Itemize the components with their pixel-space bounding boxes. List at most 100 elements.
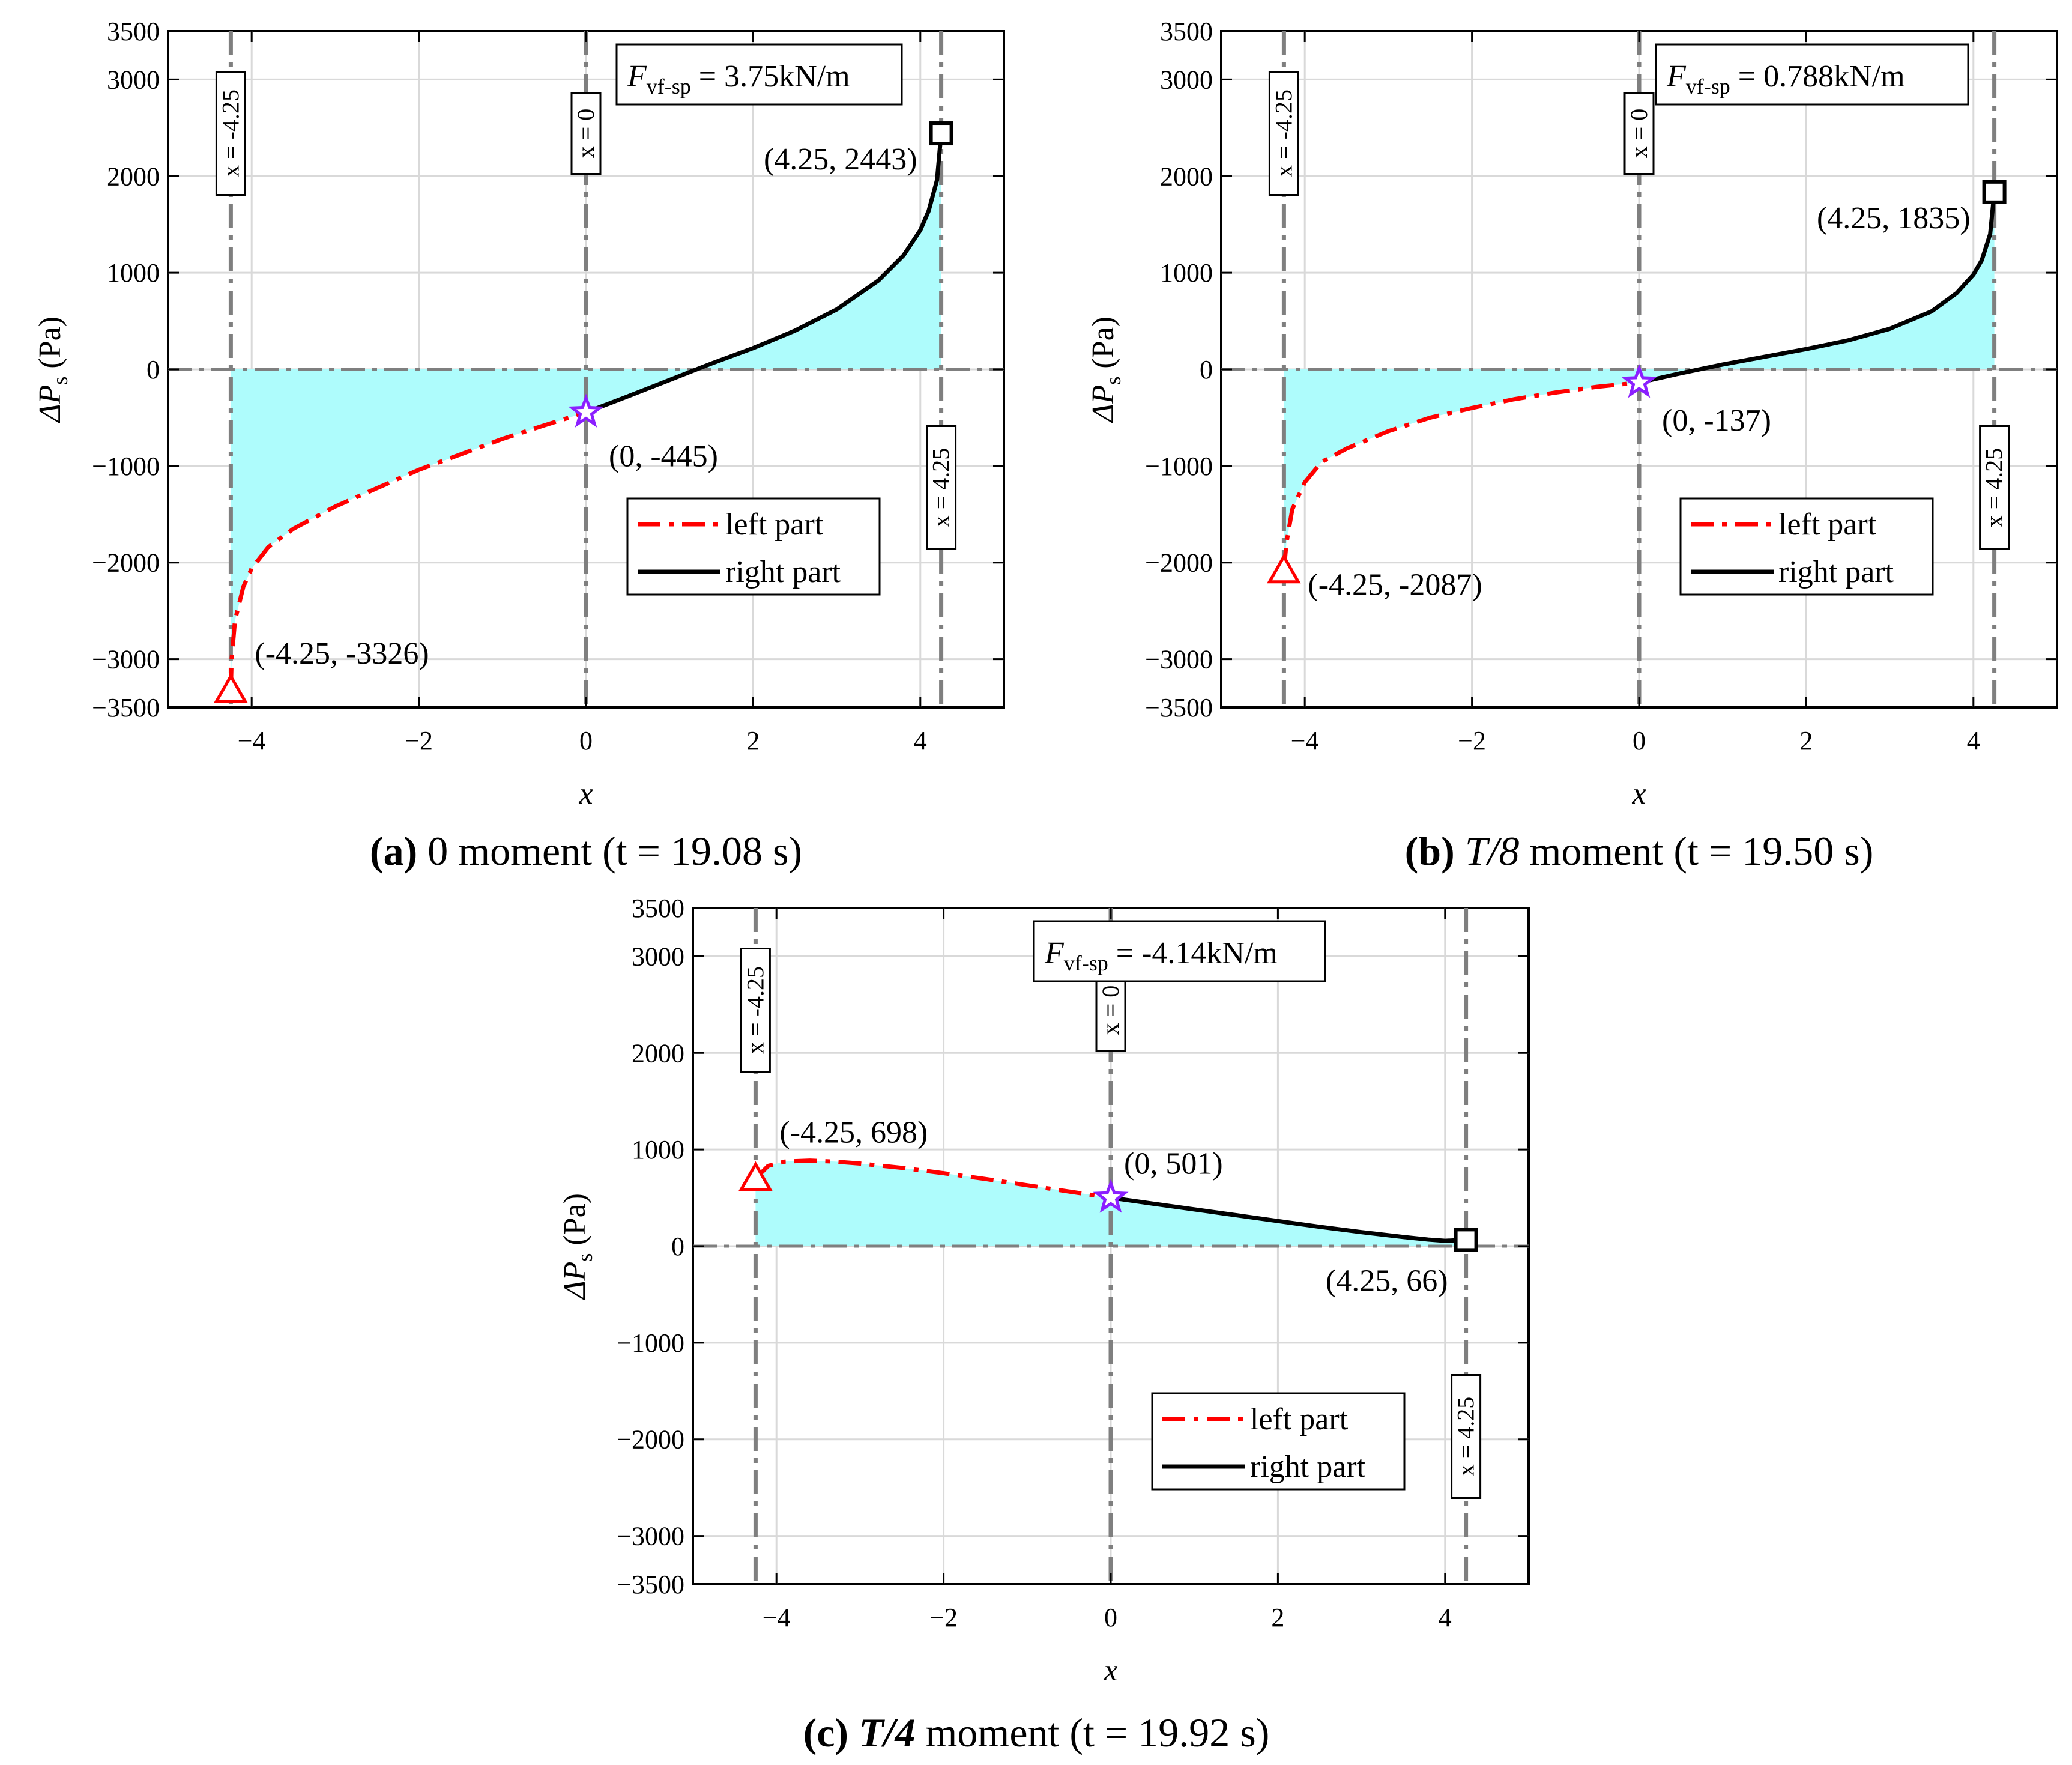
y-tick-label: −3500	[617, 1570, 684, 1599]
y-tick-label: −1000	[1145, 452, 1213, 481]
force-annotation: Fvf-sp = -4.14kN/m	[1033, 920, 1326, 982]
svg-text:Fvf-sp = 0.788kN/m: Fvf-sp = 0.788kN/m	[1666, 59, 1905, 98]
left-part-line	[228, 410, 587, 691]
y-tick-label: 1000	[107, 258, 160, 288]
y-axis-label: ΔPs (Pa)	[558, 1193, 597, 1300]
point-label: (0, -445)	[609, 440, 718, 474]
vline-label-box	[1623, 92, 1655, 175]
legend-left-label: left part	[1778, 507, 1877, 542]
force-box	[615, 43, 903, 106]
svg-text:Fvf-sp = 3.75kN/m: Fvf-sp = 3.75kN/m	[627, 59, 850, 98]
x-tick-label: −2	[1458, 726, 1486, 755]
force-annotation: Fvf-sp = 0.788kN/m	[1655, 43, 1969, 106]
x-tick-label: 0	[1633, 726, 1646, 755]
star-marker	[568, 393, 604, 428]
legend-box	[1151, 1392, 1406, 1491]
point-label: (4.25, 66)	[1326, 1264, 1448, 1298]
y-tick-label: 3000	[107, 65, 160, 94]
left-part-line	[754, 1158, 1111, 1200]
force-box	[1033, 920, 1326, 982]
x-axis-label: x	[1103, 1653, 1117, 1688]
x-tick-label: 2	[746, 726, 760, 755]
legend-right-label: right part	[1250, 1450, 1366, 1484]
x-tick-label: 2	[1799, 726, 1813, 755]
y-axis-label: ΔPs (Pa)	[1086, 316, 1125, 423]
x-tick-label: 0	[579, 726, 593, 755]
y-tick-label: 3500	[107, 17, 160, 46]
y-tick-label: −2000	[1145, 548, 1213, 578]
y-tick-label: −3000	[1145, 645, 1213, 674]
caption-a: (a) 0 moment (t = 19.08 s)	[370, 828, 802, 874]
legend: left part right part	[626, 497, 881, 596]
legend-left-label: left part	[1250, 1402, 1349, 1437]
square-marker	[929, 121, 953, 146]
x-tick-label: −2	[405, 726, 433, 755]
y-tick-label: −2000	[92, 548, 160, 578]
panel-a: x = -4.25 x = 0 x = 4.25 −4 −2 0 2 4 −3500 −3000…	[33, 17, 1005, 811]
point-label: (0, -137)	[1662, 404, 1771, 438]
caption-b: (b) T/8 moment (t = 19.50 s)	[1405, 828, 1874, 874]
right-part-line	[1639, 192, 1997, 385]
y-tick-label: −3500	[92, 693, 160, 722]
point-label: (4.25, 2443)	[764, 142, 917, 177]
y-tick-label: −1000	[617, 1328, 684, 1358]
legend-right-label: right part	[725, 555, 841, 589]
legend-box	[1679, 497, 1934, 596]
x-tick-label: 4	[1967, 726, 1980, 755]
vline-label-box	[926, 425, 957, 550]
x-axis-label: x	[1631, 777, 1646, 811]
vline-label: x = 4.25	[928, 448, 955, 528]
vline-label-box	[1268, 71, 1299, 196]
vline-label: x = -4.25	[217, 89, 244, 177]
y-tick-label: 1000	[1160, 258, 1213, 288]
y-tick-label: 3500	[1160, 17, 1213, 46]
y-tick-label: 0	[1200, 355, 1213, 384]
star-marker	[1621, 363, 1657, 398]
y-tick-label: 2000	[1160, 162, 1213, 191]
x-axis-label: x	[578, 777, 593, 811]
y-axis-label: ΔPs (Pa)	[33, 316, 72, 423]
left-part-line	[1281, 380, 1640, 572]
point-label: (0, 501)	[1124, 1146, 1223, 1181]
right-part-line	[1110, 1195, 1466, 1243]
y-tick-label: 0	[671, 1232, 684, 1261]
square-marker	[1982, 180, 2007, 204]
vline-label: x = 0	[1625, 109, 1652, 159]
force-annotation: Fvf-sp = 3.75kN/m	[615, 43, 903, 106]
right-part-line	[585, 133, 944, 414]
y-tick-label: −1000	[92, 452, 160, 481]
square-marker	[1454, 1228, 1478, 1252]
svg-text:Fvf-sp = -4.14kN/m: Fvf-sp = -4.14kN/m	[1044, 936, 1278, 975]
triangle-marker	[738, 1161, 773, 1191]
point-label: (4.25, 1835)	[1817, 201, 1971, 235]
x-tick-label: 4	[1439, 1603, 1452, 1632]
y-tick-label: 3000	[632, 942, 684, 971]
y-tick-label: 2000	[107, 162, 160, 191]
vline-label-box	[740, 948, 771, 1073]
x-tick-label: 2	[1271, 1603, 1284, 1632]
x-tick-label: 4	[914, 726, 927, 755]
point-label: (-4.25, -2087)	[1308, 568, 1482, 602]
x-tick-label: 0	[1104, 1603, 1117, 1632]
vline-label: x = 4.25	[1452, 1397, 1479, 1477]
legend: left part right part	[1679, 497, 1934, 596]
vline-label: x = 4.25	[1981, 448, 2008, 528]
panel-c: x = -4.25 x = 0 x = 4.25 −4 −2 0 2 4 −3500 −3000…	[558, 894, 1530, 1688]
y-tick-label: −2000	[617, 1425, 684, 1455]
y-tick-label: −3000	[92, 645, 160, 674]
x-tick-label: −4	[763, 1603, 791, 1632]
point-label: (-4.25, 698)	[779, 1116, 928, 1150]
vline-label: x = -4.25	[742, 966, 769, 1054]
y-tick-label: −3500	[1145, 693, 1213, 722]
vline-label-box	[1451, 1374, 1482, 1499]
vline-label-box	[1979, 425, 2010, 550]
x-tick-label: −4	[1291, 726, 1319, 755]
caption-c: (c) T/4 moment (t = 19.92 s)	[803, 1710, 1270, 1755]
y-tick-label: 0	[146, 355, 160, 384]
x-tick-label: −4	[238, 726, 266, 755]
y-tick-label: −3000	[617, 1522, 684, 1551]
x-tick-label: −2	[929, 1603, 958, 1632]
triangle-marker	[1267, 553, 1301, 584]
y-tick-label: 1000	[632, 1135, 684, 1164]
